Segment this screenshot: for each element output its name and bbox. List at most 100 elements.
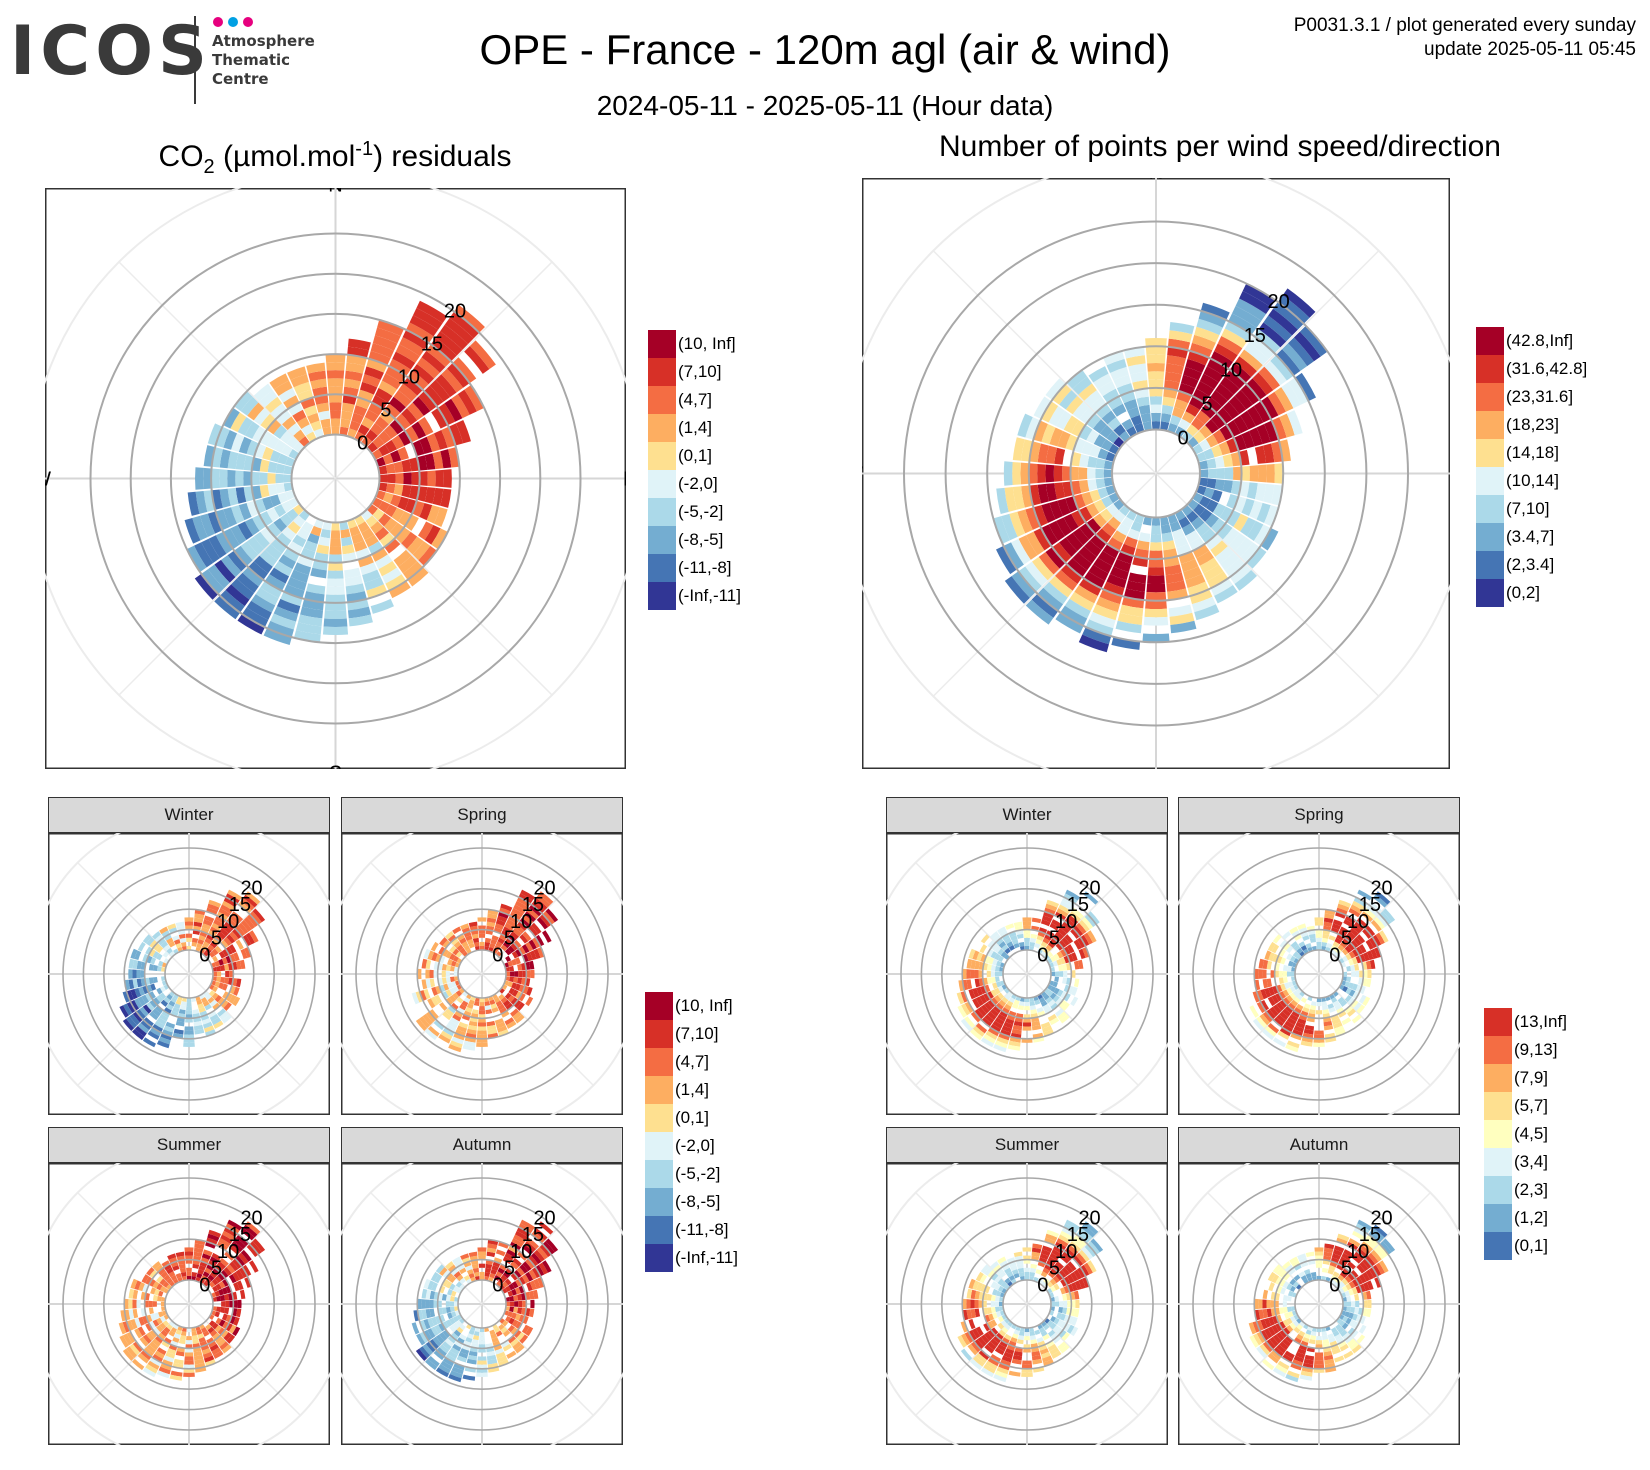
legend-swatch: [1484, 1064, 1512, 1092]
heat-cell: [160, 1301, 166, 1307]
heat-cell: [1196, 550, 1215, 566]
heat-cell: [449, 945, 457, 954]
heat-cell: [1266, 1299, 1271, 1309]
grid-spoke: [481, 973, 594, 1086]
heat-cells: [957, 1219, 1104, 1383]
legend-label: (13,Inf]: [1514, 1012, 1567, 1031]
speed-ring-zero: [457, 949, 507, 999]
heat-cell: [137, 941, 146, 952]
heat-cell: [163, 1025, 174, 1033]
heat-cell: [1316, 1275, 1322, 1281]
speed-ring: [416, 1238, 548, 1370]
heat-cell: [228, 1274, 237, 1284]
heat-cell: [1060, 948, 1068, 957]
heat-cell: [1335, 1277, 1342, 1285]
heat-cell: [252, 426, 267, 443]
heat-cell: [162, 1320, 170, 1327]
heat-cell: [1151, 517, 1161, 526]
heat-cell: [270, 538, 287, 554]
heat-cell: [1269, 1336, 1279, 1347]
heat-cell: [998, 941, 1007, 949]
legend-label: (5,7]: [1514, 1096, 1549, 1115]
heat-cell: [287, 521, 301, 535]
heat-cell: [438, 946, 446, 955]
heat-cell: [1372, 934, 1382, 947]
heat-cell: [269, 450, 281, 463]
heat-cell: [1323, 1020, 1333, 1027]
heat-cell: [219, 1341, 229, 1351]
heat-cell: [515, 1230, 529, 1241]
heat-cell: [425, 1289, 432, 1300]
heat-cell: [459, 937, 467, 945]
heat-cell: [1205, 419, 1219, 434]
heat-cell: [278, 387, 296, 403]
heat-cell: [1356, 1004, 1366, 1014]
heat-cell: [1272, 985, 1279, 995]
heat-cell: [1071, 970, 1076, 978]
heat-cell: [476, 1034, 488, 1039]
heat-cell: [1038, 1257, 1048, 1264]
heat-cell: [545, 908, 559, 923]
heat-cell: [1284, 1020, 1295, 1029]
heat-cell: [157, 1332, 166, 1341]
heat-cell: [276, 409, 292, 425]
heat-cell: [1093, 499, 1107, 513]
heat-cell: [204, 937, 212, 945]
heat-cell: [1313, 1042, 1325, 1047]
heat-cell: [1042, 1245, 1053, 1253]
heat-cell: [441, 1293, 447, 1301]
heat-cell: [1191, 596, 1216, 613]
heat-cell: [455, 1281, 463, 1288]
heat-cell: [1134, 388, 1149, 399]
heat-cell: [479, 1275, 485, 1281]
heat-cell: [514, 971, 519, 977]
heat-cell: [530, 969, 535, 979]
heat-cell: [1354, 1307, 1360, 1315]
direction-label-n: N: [1149, 178, 1163, 183]
heat-cell: [267, 461, 278, 473]
heat-cell: [1169, 521, 1182, 532]
heat-cell: [192, 1263, 200, 1269]
heat-cell: [442, 1269, 451, 1279]
heat-cell: [424, 453, 436, 470]
heat-cell: [525, 1326, 534, 1337]
speed-tick-label: 10: [1347, 1241, 1369, 1263]
heat-cell: [138, 1316, 145, 1326]
grid-spoke: [1318, 862, 1431, 975]
heat-cell: [1011, 939, 1019, 945]
heat-cell: [1022, 1022, 1032, 1027]
heat-cell: [514, 1313, 521, 1321]
heat-cell: [167, 923, 177, 930]
heat-cell: [1126, 355, 1146, 367]
heat-cell: [466, 1028, 477, 1035]
heat-cell: [479, 1331, 485, 1337]
heat-cell: [412, 541, 431, 561]
heat-cell: [433, 970, 438, 978]
heat-cell: [993, 1374, 1007, 1383]
heat-cell: [242, 567, 264, 587]
heat-cell: [238, 436, 252, 455]
heat-cell: [259, 511, 273, 527]
heat-cell: [486, 1350, 496, 1357]
heat-cell: [355, 547, 371, 560]
heat-cell: [506, 1350, 517, 1359]
heat-cell: [1348, 958, 1354, 966]
heat-cell: [490, 1333, 498, 1339]
heat-cell: [1337, 944, 1345, 952]
heat-cell: [368, 350, 391, 366]
heat-cell: [1276, 1344, 1287, 1354]
heat-cell: [1358, 1324, 1367, 1334]
heat-cell: [1293, 1326, 1301, 1334]
heat-cell: [525, 941, 534, 952]
heat-cell: [370, 598, 394, 614]
heat-cell: [138, 986, 145, 996]
legend-swatch: [1484, 1036, 1512, 1064]
speed-ring-max: [900, 1177, 1154, 1431]
heat-cell: [222, 1278, 230, 1287]
heat-cell: [124, 1298, 129, 1310]
heat-cell: [1045, 903, 1058, 912]
heat-cell: [1282, 1272, 1291, 1281]
heat-cell: [974, 978, 981, 988]
speed-rings: [1192, 847, 1446, 1101]
heat-cell: [1341, 1278, 1349, 1286]
